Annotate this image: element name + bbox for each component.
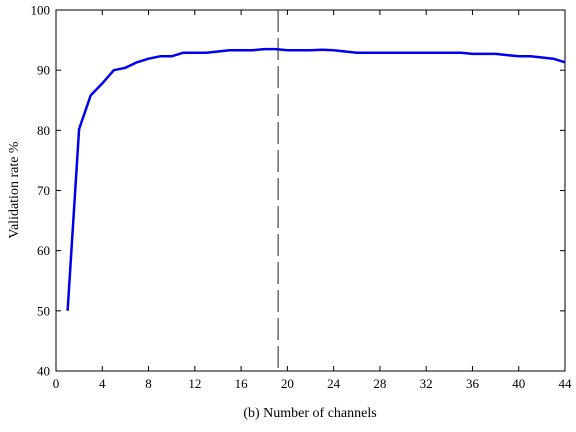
x-tick-label: 12	[188, 376, 201, 391]
x-tick-label: 4	[99, 376, 106, 391]
x-tick-label: 28	[373, 376, 386, 391]
x-tick-label: 8	[145, 376, 152, 391]
x-tick-label: 24	[327, 376, 341, 391]
y-tick-label: 50	[37, 303, 50, 318]
y-tick-label: 70	[37, 183, 50, 198]
y-tick-label: 80	[37, 123, 50, 138]
x-tick-label: 16	[235, 376, 249, 391]
x-tick-label: 20	[281, 376, 294, 391]
x-axis-title: (b) Number of channels	[243, 406, 376, 421]
x-tick-label: 44	[559, 376, 573, 391]
series-line-0	[66, 47, 566, 311]
y-tick-label: 40	[37, 364, 50, 379]
x-tick-label: 36	[466, 376, 480, 391]
x-tick-label: 32	[420, 376, 433, 391]
y-tick-label: 60	[37, 243, 50, 258]
x-tick-label: 0	[53, 376, 60, 391]
y-tick-label: 100	[31, 3, 51, 18]
y-tick-label: 90	[37, 63, 50, 78]
x-tick-label: 40	[512, 376, 525, 391]
y-axis-title: Validation rate %	[7, 141, 22, 239]
